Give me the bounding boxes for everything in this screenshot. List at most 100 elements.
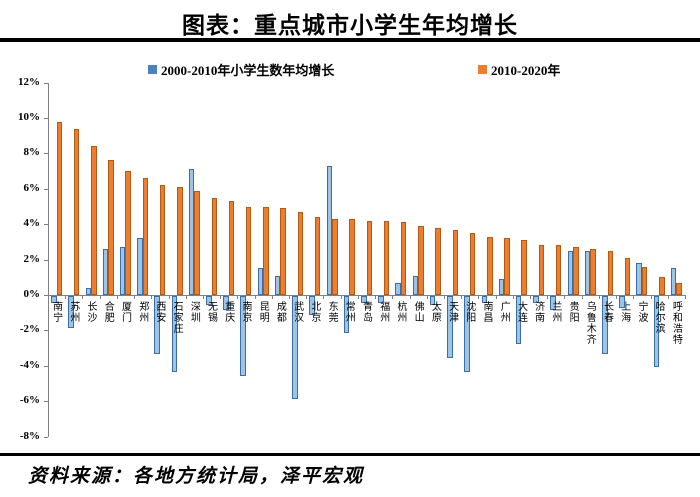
x-axis-label-佛山: 佛山	[412, 301, 424, 323]
legend-swatch-blue-icon	[148, 64, 157, 74]
y-tick-label: 6%	[23, 181, 41, 194]
y-tick-mark	[44, 365, 48, 367]
x-tick-mark	[598, 295, 600, 299]
chart-title: 图表：重点城市小学生年均增长	[182, 13, 518, 38]
bar-2000-2010-哈尔滨	[653, 296, 660, 367]
y-tick-mark	[44, 295, 48, 296]
x-tick-mark	[116, 295, 118, 299]
x-axis-label-大连: 大连	[515, 301, 527, 323]
bar-2010-2020-南昌	[487, 236, 493, 295]
x-tick-mark	[392, 295, 394, 299]
bar-2000-2010-厦门	[119, 247, 126, 295]
bar-2010-2020-天津	[452, 229, 459, 295]
bar-2000-2010-呼和浩特	[670, 268, 677, 295]
x-tick-mark	[134, 295, 136, 299]
x-axis-label-深圳: 深圳	[188, 301, 200, 323]
x-axis-label-贵阳: 贵阳	[567, 301, 579, 323]
bar-2010-2020-佛山	[418, 225, 424, 295]
x-tick-mark	[168, 295, 170, 299]
x-axis-label-厦门: 厦门	[119, 301, 131, 323]
y-tick-label: 4%	[23, 217, 41, 230]
bar-2000-2010-南昌	[481, 296, 487, 304]
x-tick-mark	[375, 295, 377, 299]
bar-2010-2020-呼和浩特	[676, 282, 682, 295]
bar-2000-2010-南宁	[51, 296, 57, 304]
y-tick-label: 10%	[18, 111, 40, 123]
x-axis-label-东莞: 东莞	[326, 301, 338, 323]
x-axis-label-无锡: 无锡	[205, 301, 217, 323]
x-tick-mark	[426, 295, 428, 299]
bar-2010-2020-成都	[280, 208, 286, 295]
bar-2000-2010-长沙	[85, 287, 92, 295]
y-tick-mark	[44, 259, 48, 261]
bar-2010-2020-石家庄	[177, 187, 183, 295]
bar-2000-2010-常州	[343, 296, 350, 334]
bar-2010-2020-东莞	[332, 218, 338, 295]
bar-2010-2020-常州	[349, 218, 355, 295]
y-tick-mark	[44, 153, 48, 155]
bar-2010-2020-深圳	[194, 190, 200, 295]
bar-2010-2020-大连	[521, 240, 527, 295]
bar-2000-2010-大连	[515, 296, 522, 344]
bar-2010-2020-无锡	[211, 197, 218, 295]
bar-2000-2010-广州	[498, 279, 505, 295]
x-axis-label-南京: 南京	[239, 301, 251, 323]
y-tick-mark	[44, 82, 48, 84]
legend-label-2000-2010: 2000-2010年小学生数年均增长	[161, 62, 335, 78]
x-axis-label-北京: 北京	[308, 301, 320, 323]
x-tick-mark	[254, 295, 256, 299]
x-tick-mark	[409, 295, 411, 299]
x-tick-mark	[48, 295, 49, 299]
bar-2000-2010-兰州	[550, 296, 556, 311]
bar-2000-2010-南京	[240, 296, 246, 376]
x-tick-mark	[185, 295, 187, 299]
x-axis-label-合肥: 合肥	[102, 301, 114, 323]
y-tick-label: -2%	[19, 323, 40, 336]
x-axis-label-常州: 常州	[343, 301, 355, 323]
y-tick-mark	[44, 118, 48, 119]
x-axis-label-太原: 太原	[429, 301, 441, 323]
x-axis-label-杭州: 杭州	[394, 301, 406, 323]
bar-2010-2020-福州	[383, 220, 390, 295]
x-axis-label-重庆: 重庆	[222, 301, 234, 323]
x-axis-label-济南: 济南	[532, 301, 544, 323]
x-tick-mark	[530, 295, 532, 299]
bar-2010-2020-厦门	[125, 171, 131, 295]
x-axis-label-青岛: 青岛	[360, 301, 372, 323]
bar-2000-2010-深圳	[188, 169, 195, 295]
y-tick-mark	[44, 330, 48, 332]
x-tick-mark	[616, 295, 618, 299]
x-tick-mark	[340, 295, 342, 299]
x-axis-label-成都: 成都	[274, 301, 286, 323]
bar-2010-2020-西安	[159, 185, 166, 295]
x-axis-label-广州: 广州	[498, 301, 510, 323]
x-axis-label-上海: 上海	[618, 301, 630, 323]
y-tick-label: 12%	[18, 75, 40, 88]
bar-2010-2020-南京	[245, 206, 252, 295]
x-tick-mark	[357, 295, 359, 299]
bar-2010-2020-沈阳	[469, 233, 476, 295]
x-axis-label-天津: 天津	[446, 301, 458, 323]
legend-swatch-orange-icon	[478, 64, 487, 74]
bar-2000-2010-石家庄	[171, 296, 178, 373]
source-divider	[0, 453, 700, 456]
bar-2010-2020-广州	[504, 238, 510, 295]
bar-2000-2010-青岛	[361, 296, 367, 304]
bar-2000-2010-贵阳	[567, 250, 574, 295]
x-axis-label-宁波: 宁波	[635, 301, 647, 323]
x-axis-label-哈尔滨: 哈尔滨	[653, 301, 665, 334]
x-tick-mark	[443, 295, 445, 299]
x-tick-mark	[65, 295, 67, 299]
x-axis-label-南宁: 南宁	[50, 301, 62, 323]
y-tick-mark	[44, 224, 48, 226]
y-tick-mark	[44, 188, 48, 190]
bar-2000-2010-成都	[274, 275, 281, 295]
x-axis-label-乌鲁木齐: 乌鲁木齐	[584, 301, 596, 345]
source-text: 资料来源：各地方统计局，泽平宏观	[28, 466, 365, 487]
x-tick-mark	[99, 295, 101, 299]
title-divider	[0, 38, 700, 42]
bar-2000-2010-上海	[619, 296, 625, 309]
bar-2000-2010-东莞	[326, 165, 333, 295]
bar-2010-2020-长春	[607, 250, 614, 295]
